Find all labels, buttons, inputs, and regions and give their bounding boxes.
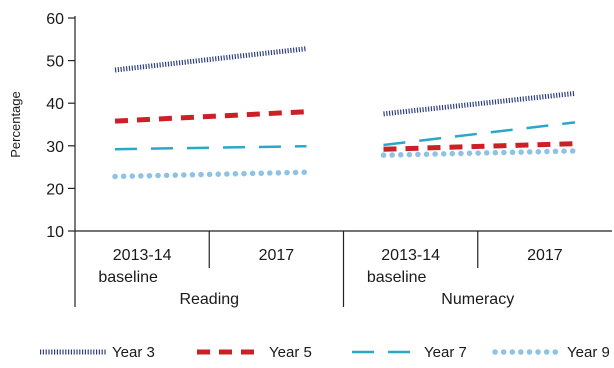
series-line-year-5 [114,109,307,124]
x-category-label: 2013-14 baseline [98,247,171,286]
legend-label: Year 5 [269,344,312,361]
series-line-year-3 [383,90,576,117]
x-category-label-line: baseline [98,269,158,286]
x-category-label-line: 2013-14 [113,247,172,264]
x-category-label: 2017 [527,247,563,264]
x-category-label-line: baseline [367,269,427,286]
series-line-year-9 [380,148,578,158]
x-group-label: Reading [179,291,239,308]
y-axis-label: Percentage [8,91,23,158]
series-line-year-7 [114,144,307,151]
series-line-year-5 [383,141,576,152]
series-line-year-9 [112,169,310,180]
y-tick-label: 10 [46,224,64,241]
y-tick-label: 50 [46,54,64,71]
y-tick-label: 20 [46,181,64,198]
series-line-year-7 [383,121,576,147]
legend-label: Year 9 [567,344,610,361]
x-category-label: 2013-14 baseline [367,247,440,286]
series-line-year-3 [114,46,307,73]
legend: Year 3 Year 5 Year 7 Year 9 [40,344,610,361]
legend-label: Year 3 [112,344,155,361]
legend-label: Year 7 [424,344,467,361]
x-category-label: 2017 [259,247,295,264]
y-tick-label: 40 [46,96,64,113]
y-tick-label: 30 [46,139,64,156]
x-group-label: Numeracy [441,291,514,308]
y-tick-label: 60 [46,11,64,28]
x-category-label-line: 2013-14 [381,247,440,264]
series-layer [112,46,578,180]
